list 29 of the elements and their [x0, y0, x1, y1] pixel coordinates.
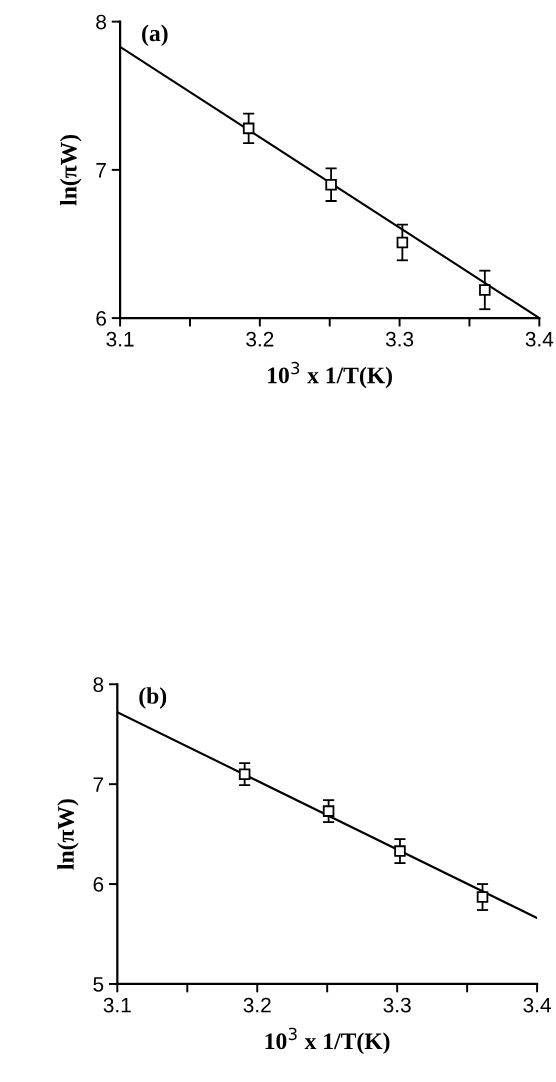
point: [238, 768, 251, 780]
point: [479, 284, 491, 296]
point: [242, 122, 255, 135]
y-tick-label: 5: [93, 977, 104, 992]
x-tick-label: 3.3: [383, 997, 411, 1013]
point: [476, 891, 489, 903]
annotation: (b): [139, 687, 167, 709]
point: [322, 805, 335, 817]
y-axis-title: ln(πW): [60, 134, 82, 206]
x-axis-title: 10$^{3}$ x 1/T(K): [265, 1027, 390, 1055]
x-tick-label: 3.4: [525, 331, 554, 347]
x-tick-label: 3.2: [243, 997, 271, 1013]
x-tick-label: 3.1: [106, 331, 134, 347]
y-tick-label: 6: [96, 311, 106, 326]
x-tick-label: 3.2: [246, 331, 274, 347]
y-tick-label: 7: [93, 777, 104, 792]
y-axis-title: ln(πW): [57, 799, 79, 870]
point: [394, 845, 406, 857]
y-tick-label: 6: [93, 877, 104, 892]
annotation: (a): [142, 24, 168, 47]
x-tick-label: 3.3: [385, 331, 414, 347]
y-tick-label: 7: [96, 163, 106, 178]
x-tick-label: 3.4: [523, 997, 551, 1013]
point: [325, 178, 337, 191]
point: [396, 236, 409, 249]
y-tick-label: 8: [96, 14, 106, 30]
y-tick-label: 8: [93, 677, 104, 693]
x-axis-title: 10$^{3}$ x 1/T(K): [268, 361, 392, 389]
x-tick-label: 3.1: [103, 997, 131, 1013]
